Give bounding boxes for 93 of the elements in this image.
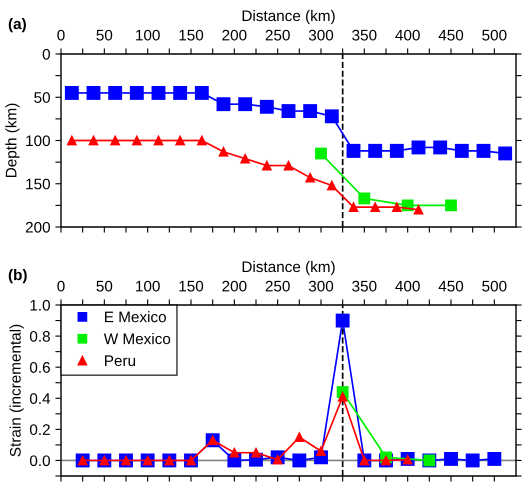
point [315,148,327,160]
x-tick-label: 250 [266,280,290,292]
point [229,448,240,458]
point [498,146,512,160]
point [444,452,458,466]
point [368,144,382,158]
point [433,140,448,154]
y-tick-label: 1.0 [30,300,50,311]
point [324,109,339,124]
point [194,86,209,100]
point [262,160,272,170]
chart-title: (b) [8,269,27,284]
y-tick-label: 150 [26,178,50,190]
point [412,140,426,154]
point [476,144,490,158]
x-tick-label: 100 [136,280,160,292]
point [370,202,380,212]
point [303,104,318,118]
point [88,136,98,146]
point [110,136,120,146]
y-axis-title: Depth (km) [5,104,20,178]
x-tick-label: 400 [395,280,420,292]
y-tick-label: 0.8 [30,330,50,342]
x-tick-label: 400 [395,30,420,41]
point [152,86,166,100]
y-tick-label: 50 [34,92,50,103]
point [86,86,100,100]
point [336,314,350,328]
x-tick-label: 450 [438,30,464,41]
y-tick-label: 0.0 [30,455,50,466]
point [196,136,207,146]
point [414,204,424,215]
x-tick-label: 150 [179,30,204,41]
x-tick-label: 0 [57,30,65,41]
x-tick-label: 150 [179,280,204,292]
point [392,202,402,212]
point [130,86,144,100]
y-axis-title: Strain (incremental) [10,324,24,456]
point [64,86,79,100]
x-tick-label: 50 [96,280,112,292]
point [445,199,457,212]
legend-label: Peru [105,355,136,366]
point [338,392,348,402]
x-tick-label: 500 [482,280,506,292]
x-tick-label: 350 [352,280,376,292]
point [454,144,469,158]
x-tick-label: 300 [308,280,334,292]
point [487,452,502,466]
legend-label: W Mexico [104,332,170,344]
point [216,97,230,112]
y-tick-label: 0.6 [30,362,50,373]
x-tick-label: 200 [222,30,246,41]
point [292,454,306,468]
x-tick-label: 50 [96,30,112,41]
x-axis-title: Distance (km) [242,260,335,276]
point [284,160,294,170]
point [173,86,188,100]
x-axis-title: Distance (km) [242,10,335,24]
point [218,146,228,157]
point [132,136,142,146]
point [316,446,326,456]
point [390,144,404,158]
point [358,192,370,204]
x-tick-label: 300 [308,30,334,41]
y-tick-label: 200 [26,222,50,233]
point [108,86,122,100]
y-tick-label: 100 [26,135,50,146]
x-tick-label: 500 [482,30,506,41]
point [238,97,252,112]
point [305,172,316,183]
x-tick-label: 200 [222,280,246,292]
point [294,432,304,442]
point [326,180,337,190]
x-tick-label: 250 [266,30,290,41]
y-tick-label: 0 [42,48,50,60]
point [466,454,480,468]
point [251,448,261,458]
chart-title: (a) [8,18,26,32]
point [66,136,77,146]
legend-label: E Mexico [105,311,166,322]
point [346,144,360,158]
x-tick-label: 0 [57,280,65,292]
point [154,136,164,146]
y-tick-label: 0.2 [30,424,50,436]
point [240,154,250,164]
point [260,100,274,114]
y-tick-label: 0.4 [30,393,50,404]
x-tick-label: 100 [136,30,160,41]
x-tick-label: 450 [438,280,464,292]
point [348,202,358,212]
x-tick-label: 350 [352,30,376,41]
point [175,136,186,146]
point [282,104,296,118]
